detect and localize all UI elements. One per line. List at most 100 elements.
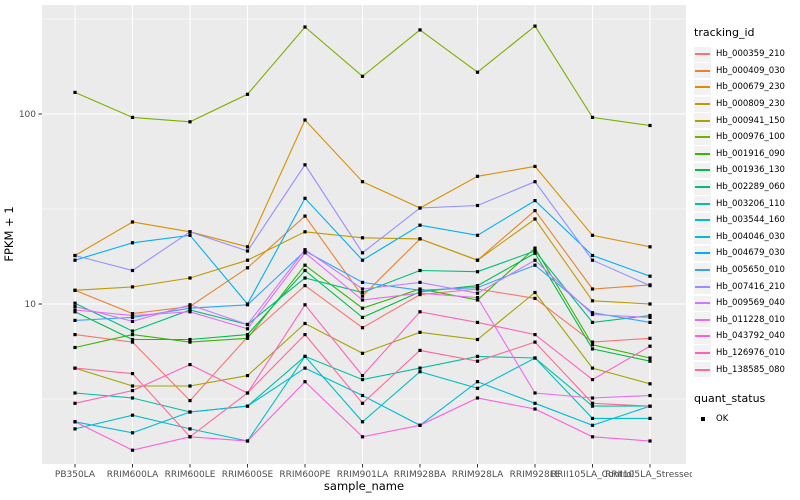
legend-item-label: OK [716,414,729,425]
data-point-marker [533,296,537,300]
data-point-marker [130,413,135,417]
data-point-marker [475,174,480,178]
legend-item-Hb_000679_230: Hb_000679_230 [694,79,798,96]
data-point-marker [188,340,192,344]
data-point-marker [590,343,595,347]
data-point-marker [73,366,77,370]
data-point-marker [360,251,365,255]
data-point-marker [533,24,537,28]
legend-item-Hb_007416_210: Hb_007416_210 [694,278,798,295]
data-point-marker [188,233,192,237]
data-point-marker [130,313,135,318]
data-point-marker [360,298,365,302]
data-point-marker [648,313,652,318]
data-point-marker [648,382,652,386]
data-point-marker [245,336,250,340]
data-point-marker [533,290,537,295]
data-point-marker [590,287,595,291]
series-points-Hb_011228_010 [73,251,652,400]
data-point-marker [418,370,422,374]
data-point-marker [360,435,365,439]
legend-key-line-icon [694,345,711,361]
data-point-marker [590,233,595,237]
data-point-marker [418,223,422,227]
data-point-marker [360,294,365,298]
data-point-marker [648,302,652,306]
data-point-marker [648,393,652,398]
data-point-marker [245,245,250,249]
data-point-marker [73,391,77,395]
data-point-marker [648,284,652,288]
legend-item-label: Hb_000976_100 [716,132,785,143]
data-point-marker [188,427,192,431]
legend-key-line-icon [694,46,711,62]
legend-item-label: Hb_007416_210 [716,281,785,292]
data-point-marker [130,329,135,333]
data-point-marker [590,378,595,382]
data-point-marker [475,386,480,390]
legend-key-line-icon [694,196,711,212]
data-point-marker [188,306,192,310]
data-point-marker [533,164,537,168]
data-point-marker [73,301,77,305]
data-point-marker [475,70,480,74]
data-point-marker [360,315,365,319]
legend-item-label: Hb_003206_110 [716,198,785,209]
data-point-marker [418,423,422,427]
data-point-marker [533,246,537,250]
data-point-marker [648,320,652,324]
data-point-marker [475,258,480,262]
legend-key-line-icon [694,328,711,344]
data-point-marker [648,245,652,249]
data-point-marker [130,285,135,289]
data-point-marker [130,389,135,393]
legend-key-line-icon [694,162,711,178]
legend-items-list: Hb_000359_210 Hb_000409_030 Hb_000679_230 H… [694,46,798,378]
data-point-marker [188,363,192,367]
legend-item-label: Hb_004046_030 [716,231,785,242]
data-point-marker [418,288,422,292]
data-point-marker [418,330,422,334]
data-point-marker [590,435,595,439]
data-point-marker [533,251,537,255]
legend-item-Hb_004046_030: Hb_004046_030 [694,229,798,246]
data-point-marker [130,448,135,452]
legend-key-line-icon [694,113,711,129]
data-point-marker [418,348,422,352]
legend-item-Hb_001936_130: Hb_001936_130 [694,162,798,179]
data-point-marker [590,401,595,405]
data-point-marker [188,384,192,388]
data-point-marker [533,340,537,344]
data-point-marker [303,380,307,384]
legend-item-label: Hb_138585_080 [716,364,785,375]
data-point-marker [303,284,307,288]
data-point-marker [73,427,77,431]
data-point-marker [130,431,135,435]
legend-item-label: Hb_043792_040 [716,331,785,342]
legend-key-line-icon [694,229,711,245]
data-point-marker [360,326,365,330]
data-point-marker [533,249,537,253]
legend-key-line-icon [694,295,711,311]
data-point-marker [475,291,480,295]
data-point-marker [130,315,135,319]
series-points-Hb_007416_210 [73,163,652,288]
data-point-marker [648,359,652,363]
data-point-marker [360,74,365,78]
data-point-marker [303,118,307,122]
data-point-marker [533,407,537,411]
data-point-marker [360,280,365,284]
data-point-marker [533,356,537,360]
data-point-marker [303,196,307,200]
data-point-marker [475,270,480,274]
data-point-marker [590,404,595,408]
data-point-marker [303,263,307,267]
legend-item-Hb_003206_110: Hb_003206_110 [694,195,798,212]
data-point-marker [590,320,595,324]
legend-item-Hb_000409_030: Hb_000409_030 [694,63,798,80]
legend-item-Hb_000359_210: Hb_000359_210 [694,46,798,63]
data-point-marker [533,258,537,262]
x-tick-label: RRIM600PE [279,470,331,480]
data-point-marker [188,308,192,312]
data-point-marker [360,258,365,262]
